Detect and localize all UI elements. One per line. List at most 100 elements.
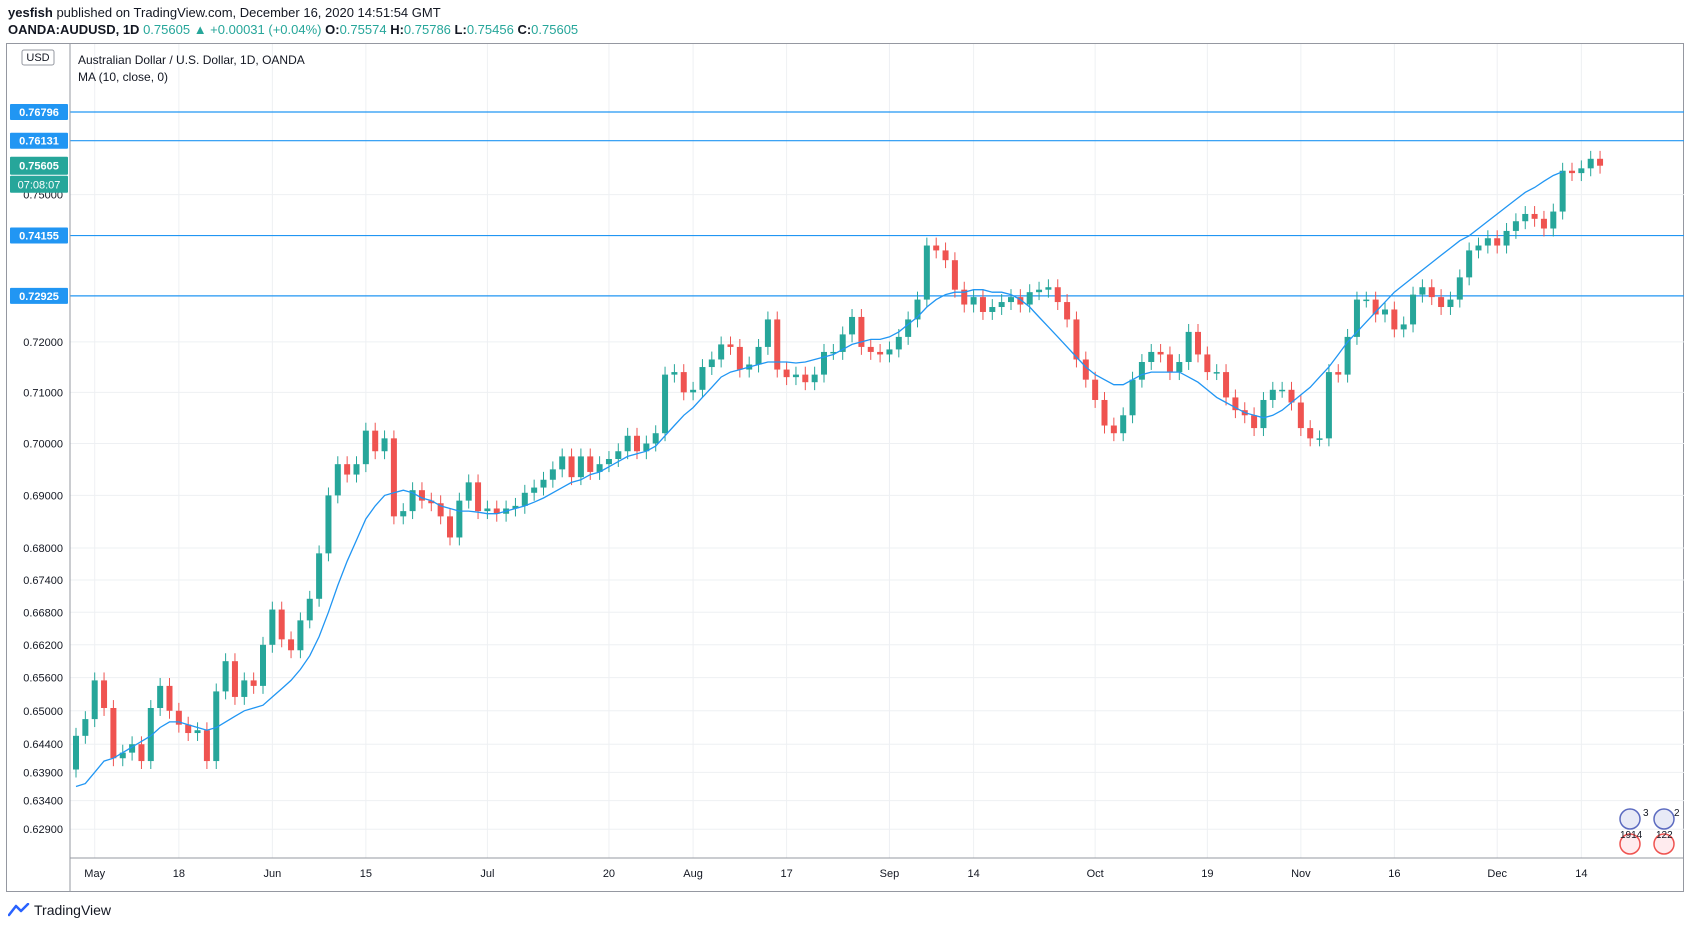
candle-body — [1269, 389, 1276, 400]
candle-body — [260, 644, 266, 686]
candle-body — [1466, 250, 1473, 278]
price-label: 0.74155 — [19, 231, 59, 243]
candle-body — [1419, 287, 1426, 295]
footer-brand[interactable]: TradingView — [34, 902, 112, 918]
candle-body — [736, 346, 743, 370]
ma-line — [75, 171, 1563, 788]
candle-body — [1400, 324, 1407, 330]
candle-body — [475, 482, 482, 512]
candle-body — [1054, 287, 1061, 303]
candle-body — [1569, 170, 1575, 174]
flag-icon[interactable] — [1619, 833, 1641, 855]
candle-body — [1382, 309, 1388, 315]
flag-icon[interactable] — [1653, 808, 1675, 830]
candle-body — [1026, 292, 1033, 305]
x-axis-ticks[interactable]: May 18 Jun 15 Jul 20 Aug 17 Sep 14 Oct 19 Nov 16 Dec 14 — [84, 868, 1587, 880]
candle-body — [821, 351, 827, 375]
candle-body — [783, 369, 790, 378]
candle-body — [774, 319, 781, 370]
candle-body — [147, 708, 154, 762]
candle-body — [849, 316, 856, 335]
candle-body — [802, 374, 809, 383]
price-label-box — [10, 287, 68, 304]
tradingview-logo-icon[interactable] — [8, 903, 30, 917]
candle-body — [1101, 399, 1108, 426]
candle-body — [325, 495, 332, 554]
candle-body — [540, 479, 547, 488]
y-tick-label: 0.65000 — [23, 706, 63, 718]
candle-body — [101, 680, 108, 709]
candle-body — [456, 500, 463, 538]
candle-body — [1260, 399, 1267, 429]
candle-body — [91, 680, 98, 720]
candle-body — [727, 344, 734, 347]
candle-body — [690, 389, 697, 393]
candle-body — [877, 351, 884, 355]
candle-body — [82, 719, 89, 736]
candle-body — [680, 372, 687, 393]
candle-body — [334, 464, 341, 496]
candle-body — [1176, 362, 1183, 373]
candle-body — [596, 464, 603, 472]
candle-body — [372, 430, 379, 452]
flag-icon[interactable] — [1653, 833, 1675, 855]
horizontal-lines[interactable] — [70, 111, 1684, 297]
publish-info: yesfish published on TradingView.com, De… — [8, 5, 441, 20]
candle-body — [577, 456, 584, 478]
x-tick-label: 14 — [967, 868, 979, 880]
candle-body — [1082, 359, 1089, 380]
candle-body — [549, 469, 556, 480]
symbol-label: OANDA:AUDUSD, 1D — [8, 22, 140, 37]
candle-body — [1559, 170, 1566, 212]
badge-sub: 1914 — [1620, 830, 1643, 841]
last-price-label: 0.75605 — [19, 161, 59, 173]
candle-body — [1587, 158, 1594, 169]
x-tick-label: 14 — [1575, 868, 1587, 880]
x-tick-label: Oct — [1087, 868, 1104, 880]
candle-body — [559, 456, 566, 470]
candle-body — [512, 505, 519, 509]
candle-body — [1353, 299, 1360, 337]
price-label-box — [10, 132, 68, 149]
candle-body — [764, 319, 771, 347]
y-axis-ticks[interactable]: 0.62900 0.63400 0.63900 0.64400 0.65000 0.656… — [23, 190, 63, 837]
low-label: L: — [454, 22, 467, 37]
close-label: C: — [517, 22, 532, 37]
candle-body — [1503, 230, 1510, 246]
corner-badges[interactable]: 3 1914 2 122 — [1619, 808, 1680, 855]
candle-body — [605, 458, 612, 465]
candle-body — [241, 680, 248, 697]
x-tick-label: May — [84, 868, 105, 880]
price-label-box — [10, 227, 68, 244]
price-chart[interactable]: 0.62900 0.63400 0.63900 0.64400 0.65000 0.656… — [0, 0, 1688, 895]
candle-body — [465, 482, 472, 501]
author-name[interactable]: yesfish — [8, 5, 53, 20]
candle-body — [1344, 336, 1351, 375]
candle-body — [194, 730, 201, 734]
y-tick-label: 0.67400 — [23, 575, 63, 587]
candle-body — [923, 245, 930, 300]
countdown-box — [10, 175, 68, 193]
close-value: 0.75605 — [531, 22, 579, 37]
candle-body — [1288, 389, 1295, 403]
candle-body — [1410, 294, 1417, 325]
candle-body — [970, 297, 977, 305]
candle-body — [1017, 297, 1024, 305]
candle-body — [1428, 287, 1435, 298]
candle-body — [811, 374, 818, 383]
candle-body — [1325, 372, 1332, 439]
price-label: 0.76796 — [19, 107, 59, 119]
y-tick-label: 0.65600 — [23, 673, 63, 685]
candle-body — [1456, 277, 1463, 300]
y-tick-label: 0.66800 — [23, 607, 63, 619]
x-tick-label: 17 — [780, 868, 792, 880]
currency-badge[interactable] — [21, 49, 55, 66]
ma-legend[interactable]: MA (10, close, 0) — [78, 70, 168, 84]
candle-body — [1138, 362, 1145, 380]
x-tick-label: Jun — [263, 868, 281, 880]
y-tick-label: 0.69000 — [23, 490, 63, 502]
flag-icon[interactable] — [1619, 808, 1641, 830]
candle-body — [662, 374, 669, 434]
candle-body — [521, 492, 528, 506]
candle-body — [989, 307, 996, 312]
